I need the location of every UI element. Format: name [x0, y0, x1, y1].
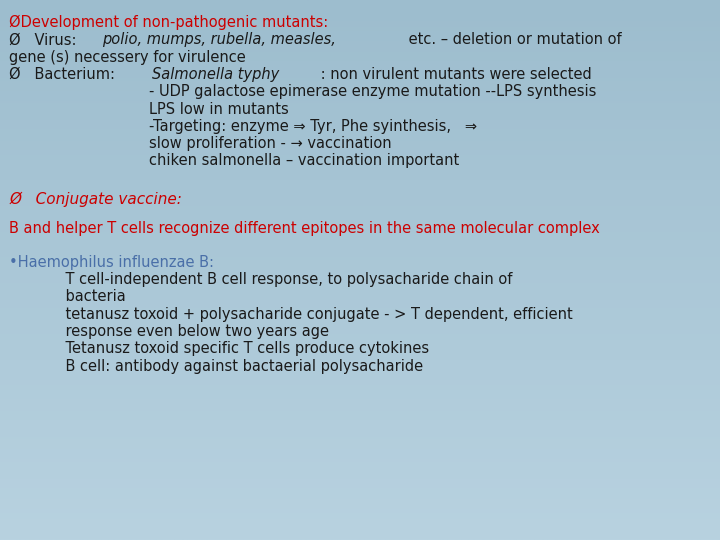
Text: Ø   Virus:: Ø Virus:	[9, 32, 81, 48]
Text: T cell-independent B cell response, to polysacharide chain of: T cell-independent B cell response, to p…	[47, 272, 512, 287]
Text: : non virulent mutants were selected: : non virulent mutants were selected	[316, 67, 592, 82]
Text: polio, mumps, rubella, measles,: polio, mumps, rubella, measles,	[102, 32, 336, 48]
Text: slow proliferation - → vaccination: slow proliferation - → vaccination	[112, 136, 391, 151]
Text: B cell: antibody against bactaerial polysacharide: B cell: antibody against bactaerial poly…	[47, 359, 423, 374]
Text: - UDP galactose epimerase enzyme mutation --LPS synthesis: - UDP galactose epimerase enzyme mutatio…	[112, 84, 596, 99]
Text: LPS low in mutants: LPS low in mutants	[112, 102, 288, 117]
Text: Ø   Conjugate vaccine:: Ø Conjugate vaccine:	[9, 192, 182, 207]
Text: bacteria: bacteria	[47, 289, 125, 305]
Text: chiken salmonella – vaccination important: chiken salmonella – vaccination importan…	[112, 153, 459, 168]
Text: gene (s) necessery for virulence: gene (s) necessery for virulence	[9, 50, 246, 65]
Text: B and helper T cells recognize different epitopes in the same molecular complex: B and helper T cells recognize different…	[9, 221, 600, 237]
Text: Tetanusz toxoid specific T cells produce cytokines: Tetanusz toxoid specific T cells produce…	[47, 341, 429, 356]
Text: -Targeting: enzyme ⇒ Tyr, Phe syinthesis,   ⇒: -Targeting: enzyme ⇒ Tyr, Phe syinthesis…	[112, 119, 477, 134]
Text: Ø   Bacterium:: Ø Bacterium:	[9, 67, 120, 82]
Text: tetanusz toxoid + polysacharide conjugate - > T dependent, efficient: tetanusz toxoid + polysacharide conjugat…	[47, 307, 572, 322]
Text: response even below two years age: response even below two years age	[47, 324, 329, 339]
Text: ØDevelopment of non-pathogenic mutants:: ØDevelopment of non-pathogenic mutants:	[9, 15, 328, 30]
Text: etc. – deletion or mutation of: etc. – deletion or mutation of	[404, 32, 622, 48]
Text: Salmonella typhy: Salmonella typhy	[152, 67, 279, 82]
Text: •Haemophilus influenzae B:: •Haemophilus influenzae B:	[9, 255, 215, 270]
